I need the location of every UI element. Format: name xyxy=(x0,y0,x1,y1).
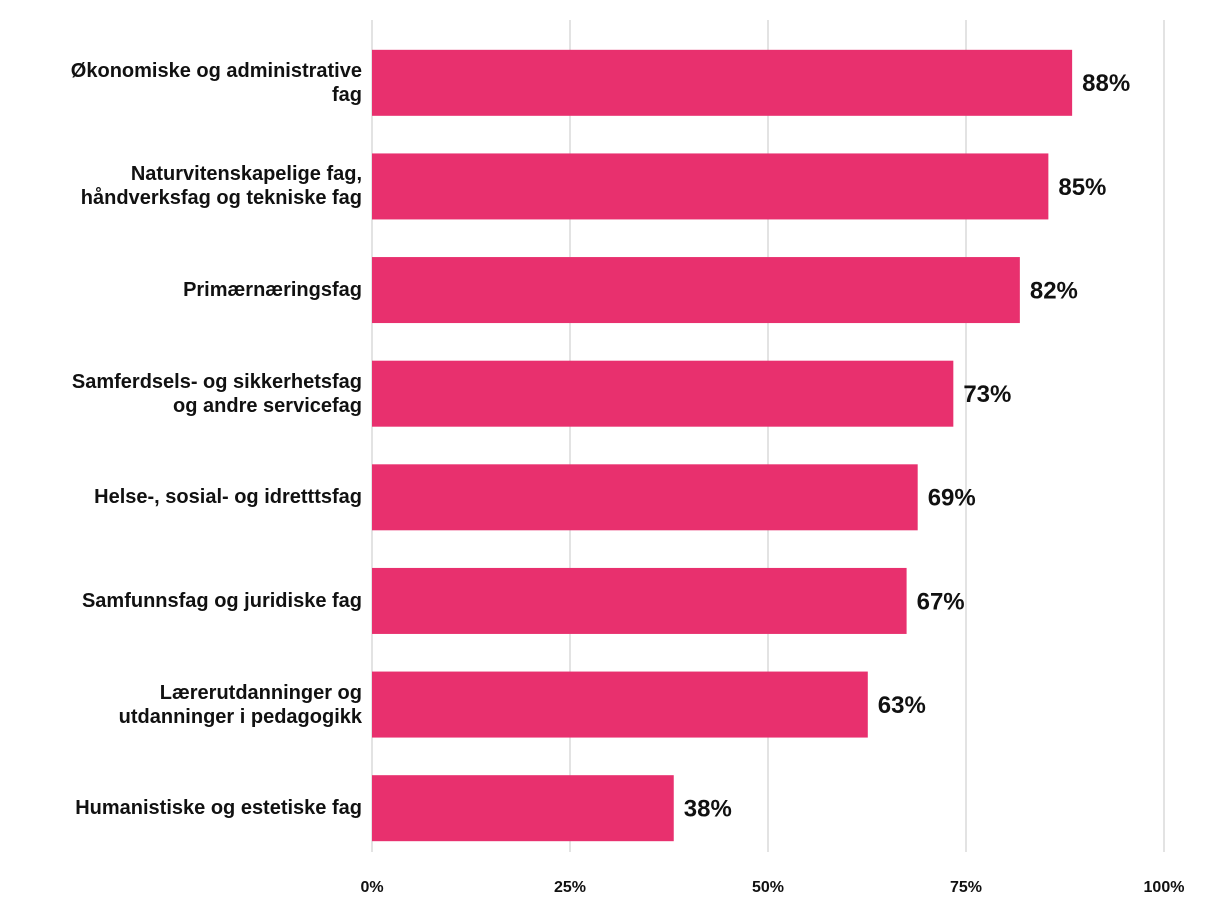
y-tick-label: Samfunnsfag og juridiske fag xyxy=(81,589,362,612)
value-label: 85% xyxy=(1058,174,1106,201)
bar xyxy=(372,360,954,427)
y-tick-label: Samferdsels- og sikkerhetsfag og andre s… xyxy=(71,370,362,417)
value-label: 38% xyxy=(684,796,732,823)
value-label: 67% xyxy=(917,588,965,615)
y-tick-label: Helse-, sosial- og idretttsfag xyxy=(94,486,362,509)
bar xyxy=(372,153,1049,220)
x-tick-label: 75% xyxy=(950,879,982,896)
x-tick-label: 50% xyxy=(752,879,784,896)
bar xyxy=(372,775,674,842)
bar xyxy=(372,671,868,738)
bar xyxy=(372,567,907,634)
value-label: 69% xyxy=(928,485,976,512)
y-tick-label: Primærnæringsfag xyxy=(183,279,362,302)
value-label: 63% xyxy=(878,692,926,719)
x-tick-label: 0% xyxy=(360,879,383,896)
value-label: 73% xyxy=(963,381,1011,408)
value-label: 82% xyxy=(1030,277,1078,304)
y-tick-label: Lærerutdanninger og utdanninger i pedago… xyxy=(118,681,362,728)
y-tick-label: Økonomiske og administrative fag xyxy=(70,59,362,106)
bar xyxy=(372,257,1020,324)
bar xyxy=(372,464,918,531)
x-tick-label: 100% xyxy=(1144,879,1185,896)
y-tick-label: Naturvitenskapelige fag, håndverksfag og… xyxy=(80,163,362,210)
value-label: 88% xyxy=(1082,70,1130,97)
bar xyxy=(372,49,1073,116)
y-tick-label: Humanistiske og estetiske fag xyxy=(75,797,362,820)
x-tick-label: 25% xyxy=(554,879,586,896)
